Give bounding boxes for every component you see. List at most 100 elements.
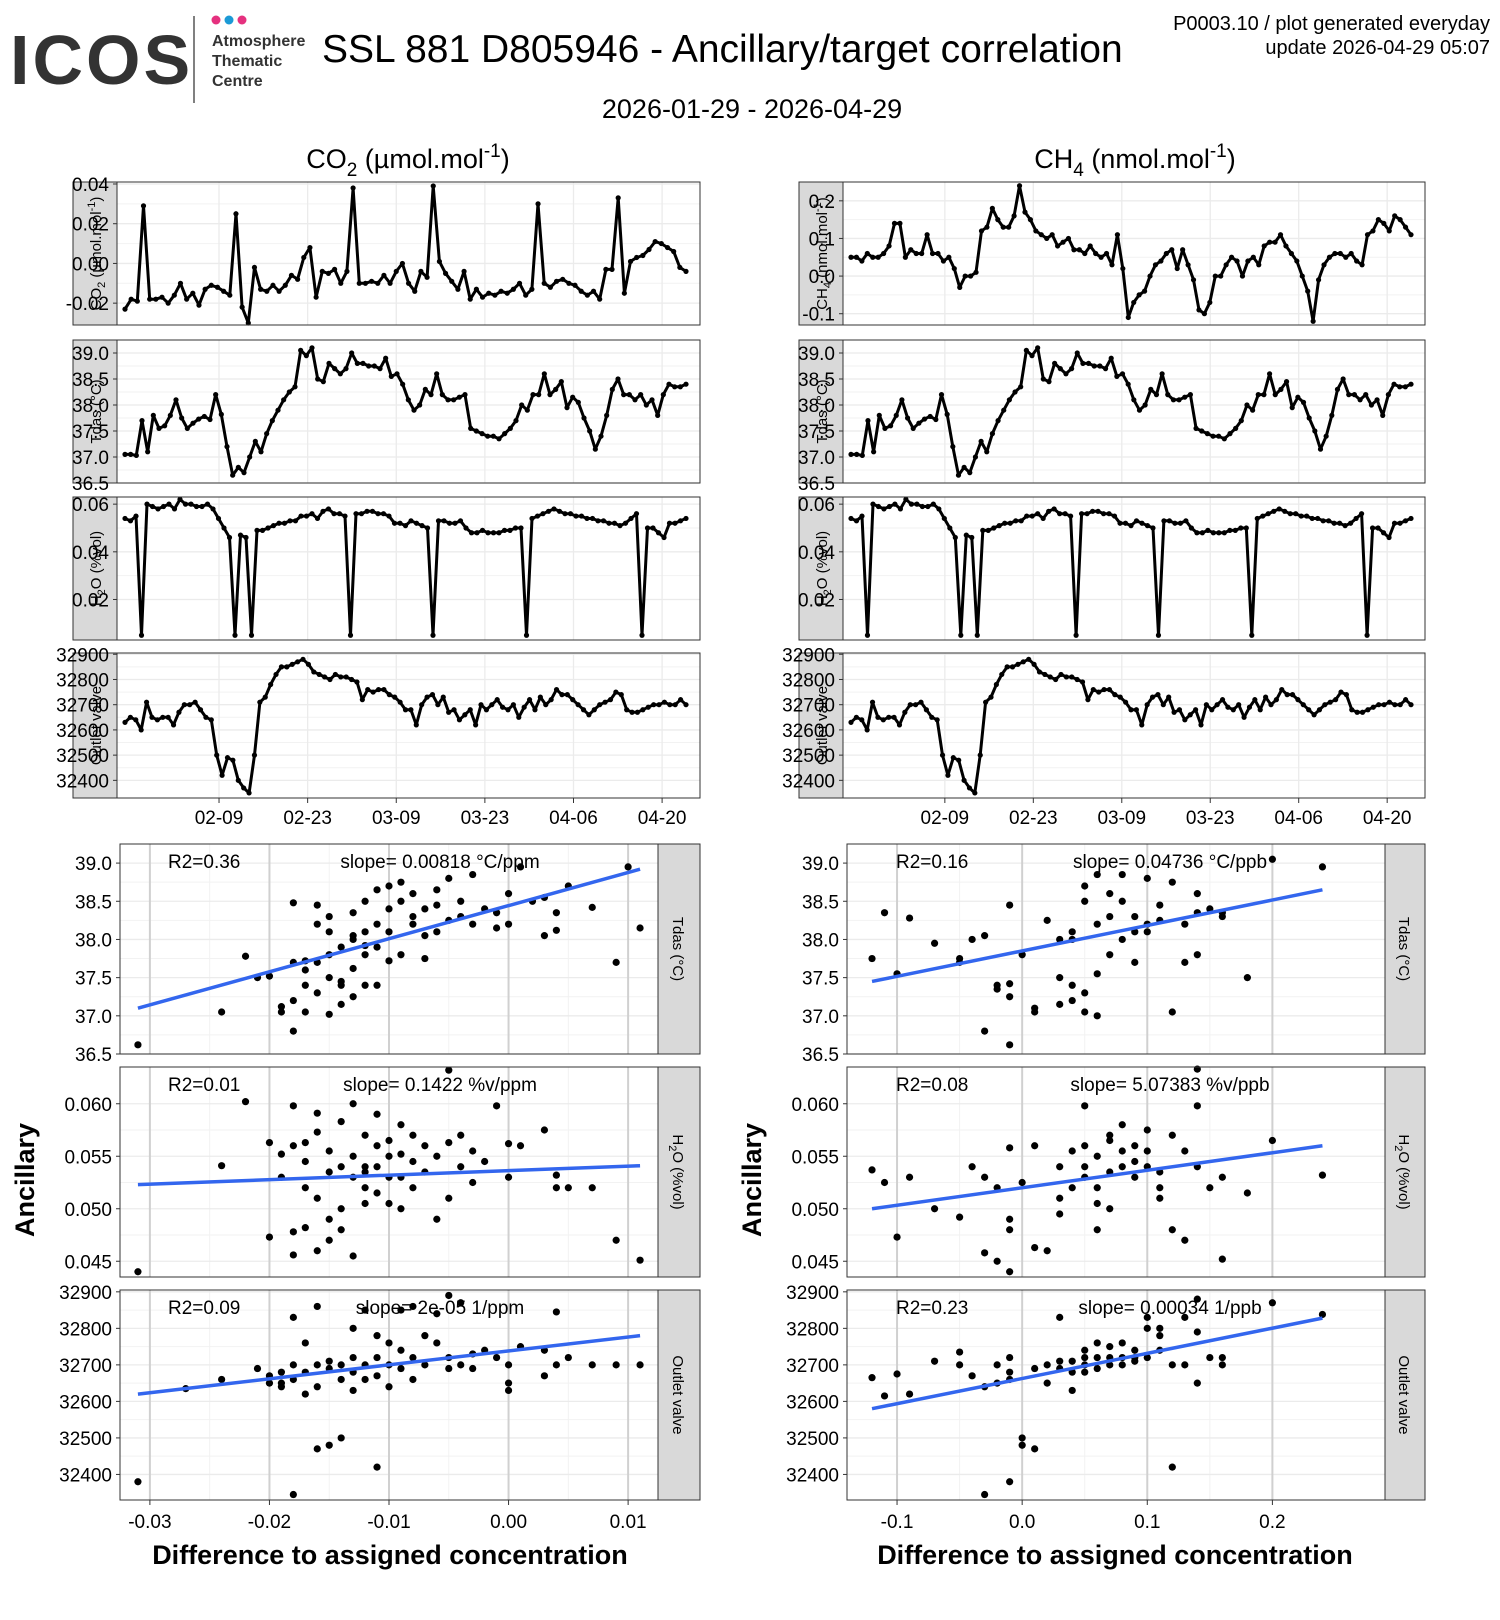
data-point: [590, 288, 597, 294]
y-tick-label: 39.0: [802, 854, 839, 875]
data-point: [162, 423, 168, 429]
data-point: [1118, 1147, 1126, 1155]
y-tick-label: 32500: [786, 1429, 839, 1450]
data-point: [160, 714, 166, 720]
data-point: [1106, 1343, 1114, 1351]
data-point: [588, 1361, 596, 1369]
panel-ch4-nmol-mol-1-: CH4 (nmol.mol-1)-0.1 0.0 0.1 0.2: [798, 181, 1426, 326]
data-point: [936, 506, 942, 512]
facet-strip-label: Outlet valve: [669, 1355, 686, 1434]
data-point: [934, 717, 940, 723]
data-point: [1097, 363, 1103, 369]
facet-strip: [657, 843, 701, 1055]
data-point: [1109, 262, 1115, 268]
data-point: [1042, 671, 1048, 678]
scatter-column-ch4: 36.5 37.0 37.5 38.0 38.5 39.0 R2=0.16 slope= 0.…: [737, 843, 1426, 1570]
data-point: [1169, 247, 1175, 253]
data-point: [523, 632, 530, 638]
facet-strip-label: Tdas (°C): [814, 379, 831, 443]
data-point: [435, 702, 441, 708]
data-point: [221, 288, 227, 294]
data-point: [241, 785, 247, 791]
data-point: [1149, 694, 1156, 700]
data-point: [127, 714, 133, 720]
data-point: [1002, 520, 1008, 526]
y-tick-label: 38.5: [802, 892, 839, 913]
data-point: [1358, 511, 1365, 517]
data-point: [399, 260, 406, 267]
data-point: [597, 296, 603, 302]
data-point: [1093, 870, 1101, 879]
data-point: [409, 920, 417, 928]
data-point: [298, 347, 304, 353]
x-tick-label: 04-20: [1363, 808, 1412, 829]
data-point: [265, 1139, 274, 1147]
data-point: [1147, 273, 1153, 279]
data-point: [301, 1139, 309, 1147]
data-point: [319, 268, 325, 274]
data-point: [1402, 518, 1409, 524]
r2-annotation: R2=0.23: [896, 1298, 968, 1319]
column-title: CO2 (µmol.mol-1): [306, 141, 510, 181]
data-point: [457, 1361, 465, 1369]
data-point: [1193, 1328, 1201, 1336]
data-point: [606, 520, 612, 526]
data-point: [661, 699, 668, 705]
data-point: [1243, 974, 1251, 982]
data-point: [144, 501, 150, 507]
data-point: [314, 515, 321, 522]
data-point: [321, 674, 328, 680]
data-point: [412, 288, 418, 294]
data-point: [1257, 707, 1263, 713]
data-point: [1069, 366, 1075, 372]
data-point: [626, 392, 632, 398]
data-point: [449, 278, 455, 284]
data-point: [1283, 243, 1289, 249]
data-point: [628, 515, 634, 522]
data-point: [385, 1152, 393, 1160]
data-point: [344, 268, 350, 274]
data-point: [570, 697, 576, 703]
data-point: [385, 1383, 393, 1391]
data-point: [902, 709, 908, 715]
data-point: [1288, 250, 1294, 257]
data-point: [1376, 702, 1382, 708]
data-point: [433, 1215, 441, 1223]
data-point: [301, 1184, 309, 1192]
data-point: [968, 935, 976, 944]
data-point: [1009, 664, 1016, 670]
data-point: [1318, 1171, 1327, 1179]
data-point: [436, 258, 443, 265]
data-point: [621, 290, 627, 296]
data-point: [1348, 520, 1354, 526]
data-point: [190, 420, 196, 426]
facet-strip: [798, 652, 844, 799]
data-point: [1346, 392, 1352, 398]
data-point: [1052, 360, 1058, 366]
data-point: [1287, 511, 1293, 517]
y-tick-label: 0.050: [791, 1200, 839, 1221]
data-point: [289, 1313, 297, 1321]
data-point: [143, 699, 150, 705]
facet-strip: [1384, 843, 1426, 1055]
data-point: [391, 520, 398, 526]
data-point: [419, 523, 425, 529]
data-point: [1073, 632, 1079, 638]
data-point: [170, 722, 177, 728]
data-point: [1051, 506, 1057, 512]
data-point: [567, 511, 574, 517]
panel-h2o-vol-: H2O (%vol)0.02 0.04 0.06: [798, 495, 1426, 641]
data-point: [1040, 376, 1046, 382]
data-point: [854, 451, 860, 457]
data-point: [479, 294, 486, 300]
data-point: [265, 1233, 274, 1241]
data-point: [177, 496, 183, 502]
data-point: [1106, 890, 1114, 898]
data-point: [1170, 397, 1177, 403]
panel-background: [843, 340, 1425, 483]
data-point: [1131, 1173, 1139, 1181]
data-point: [1069, 674, 1075, 680]
data-point: [956, 1213, 964, 1221]
series-line: [851, 346, 1412, 477]
